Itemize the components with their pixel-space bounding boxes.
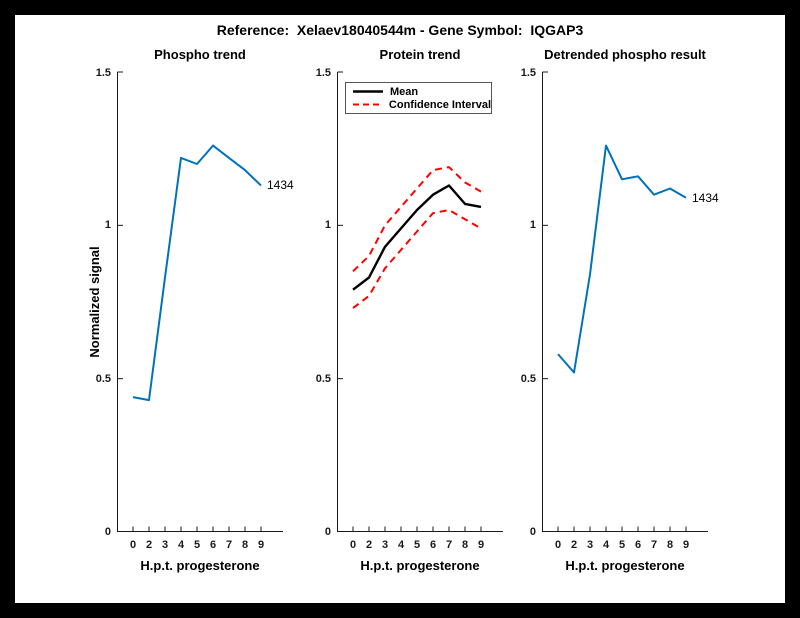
x-tick-label: 3 — [586, 539, 594, 551]
legend-box: Mean Confidence Interval — [345, 82, 492, 114]
x-tick-label: 3 — [381, 539, 389, 551]
x-tick-label: 9 — [477, 539, 485, 551]
y-tick-label: 0 — [529, 526, 536, 538]
x-tick-label: 7 — [650, 539, 658, 551]
y-tick-label: 1 — [529, 219, 536, 232]
figure-title: Reference: Xelaev18040544m - Gene Symbol… — [216, 22, 584, 38]
y-tick-label: 1 — [104, 219, 111, 232]
x-tick-label: 0 — [349, 539, 357, 551]
series-line — [352, 209, 482, 309]
series-line — [557, 144, 687, 374]
detrended-phospho-plot-area — [542, 71, 708, 532]
x-tick-label: 2 — [365, 539, 373, 551]
x-tick-label: 8 — [241, 539, 249, 551]
x-tick-label: 6 — [209, 539, 217, 551]
x-tick-label: 2 — [570, 539, 578, 551]
x-tick-label: 4 — [602, 539, 610, 551]
series-end-label: 1434 — [692, 190, 719, 205]
protein-trend-plot-area — [337, 71, 503, 532]
x-axis-label-protein: H.p.t. progesterone — [360, 558, 480, 573]
series-line — [352, 166, 482, 273]
x-tick-label: 9 — [682, 539, 690, 551]
mean-line-sample-icon — [353, 90, 383, 93]
legend-entry-confidence-interval: Confidence Interval — [353, 98, 491, 111]
legend-label-confidence-interval: Confidence Interval — [388, 98, 491, 111]
subplot-title-detrended-phospho: Detrended phospho result — [544, 47, 706, 62]
y-tick-label: 1.5 — [520, 66, 536, 79]
x-tick-label: 0 — [554, 539, 562, 551]
subplot-title-phospho-trend: Phospho trend — [154, 47, 246, 62]
x-tick-label: 2 — [145, 539, 153, 551]
x-tick-label: 5 — [413, 539, 421, 551]
x-tick-label: 3 — [161, 539, 169, 551]
y-tick-label: 0.5 — [95, 372, 111, 385]
y-tick-label: 0.5 — [520, 372, 536, 385]
series-line — [352, 184, 482, 291]
subplot-phospho-trend: Phospho trend Normalized signal H.p.t. p… — [87, 47, 294, 573]
x-tick-label: 7 — [445, 539, 453, 551]
x-tick-label: 9 — [257, 539, 265, 551]
y-tick-label: 0.5 — [315, 372, 331, 385]
subplot-title-protein-trend: Protein trend — [379, 47, 461, 62]
legend-entry-mean: Mean — [353, 85, 491, 98]
y-tick-label: 0 — [324, 526, 331, 538]
confidence-interval-line-sample-icon — [353, 103, 382, 106]
x-tick-label: 6 — [429, 539, 437, 551]
x-tick-label: 4 — [397, 539, 405, 551]
x-tick-label: 5 — [193, 539, 201, 551]
x-tick-label: 6 — [634, 539, 642, 551]
phospho-trend-plot-area — [117, 71, 283, 532]
x-axis-label-phospho: H.p.t. progesterone — [140, 558, 260, 573]
x-axis-label-detrended: H.p.t. progesterone — [565, 558, 685, 573]
y-tick-label: 1.5 — [315, 66, 331, 79]
subplot-protein-trend: Protein trend H.p.t. progesterone Mean C… — [316, 47, 503, 573]
series-line — [132, 144, 262, 402]
x-tick-label: 0 — [129, 539, 137, 551]
y-tick-label: 1 — [324, 219, 331, 232]
y-tick-label: 0 — [104, 526, 111, 538]
x-tick-label: 4 — [177, 539, 185, 551]
subplot-detrended-phospho: Detrended phospho result H.p.t. progeste… — [521, 47, 719, 573]
x-tick-label: 8 — [461, 539, 469, 551]
x-tick-label: 5 — [618, 539, 626, 551]
y-axis-label: Normalized signal — [87, 246, 102, 358]
y-tick-label: 1.5 — [95, 66, 111, 79]
x-tick-label: 8 — [666, 539, 674, 551]
legend-label-mean: Mean — [390, 85, 419, 98]
x-tick-label: 7 — [225, 539, 233, 551]
series-end-label: 1434 — [267, 178, 294, 193]
